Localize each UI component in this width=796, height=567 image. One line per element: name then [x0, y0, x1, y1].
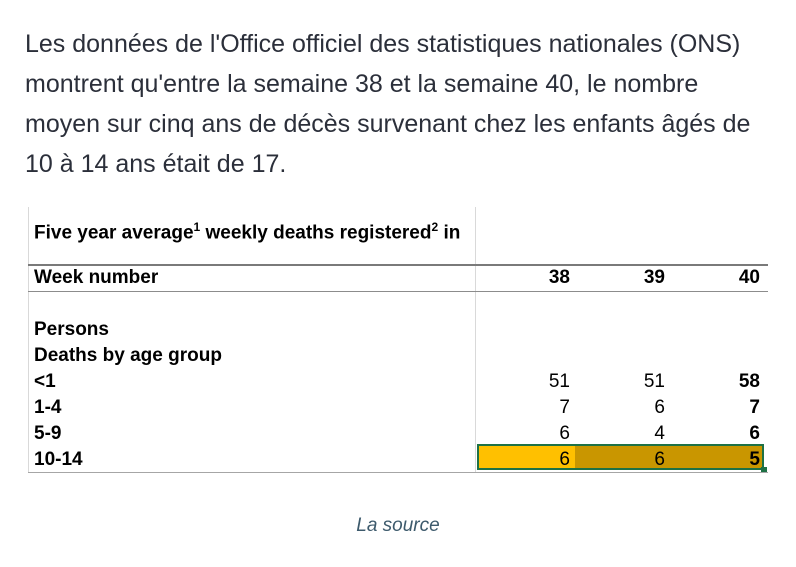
cell-under-1-w40: 58	[738, 371, 760, 392]
highlight-fill-w38	[479, 446, 575, 470]
cell-1-4-w40: 7	[749, 397, 760, 418]
week-40-header: 40	[738, 267, 760, 288]
spreadsheet-screenshot: Five year average1 weekly deaths registe…	[28, 207, 768, 473]
cell-selection-box[interactable]	[477, 444, 764, 470]
header-top-rule	[28, 264, 768, 266]
cell-10-14-w39: 6	[654, 449, 665, 470]
table-bottom-rule	[28, 472, 768, 473]
cell-5-9-w40: 6	[749, 423, 760, 444]
row-label-1-4: 1-4	[34, 397, 62, 418]
age-group-label: Deaths by age group	[34, 345, 222, 366]
row-label-under-1: <1	[34, 371, 56, 392]
row-label-10-14: 10-14	[34, 449, 83, 470]
cell-under-1-w38: 51	[548, 371, 570, 392]
left-border	[28, 207, 29, 473]
cell-1-4-w39: 6	[654, 397, 665, 418]
week-39-header: 39	[643, 267, 665, 288]
cell-5-9-w39: 4	[654, 423, 665, 444]
week-number-label: Week number	[34, 267, 159, 288]
cell-1-4-w38: 7	[559, 397, 570, 418]
article-paragraph: Les données de l'Office officiel des sta…	[25, 30, 751, 178]
source-caption[interactable]: La source	[356, 515, 440, 536]
table-title: Five year average1 weekly deaths registe…	[34, 220, 461, 244]
persons-label: Persons	[34, 319, 109, 340]
fill-handle[interactable]	[761, 467, 767, 473]
cell-10-14-w40: 5	[749, 449, 760, 470]
row-label-5-9: 5-9	[34, 423, 62, 444]
highlight-fill-w39-w40	[575, 446, 764, 470]
header-bottom-rule	[28, 291, 768, 292]
cell-10-14-w38: 6	[559, 449, 570, 470]
column-divider	[475, 207, 476, 473]
week-38-header: 38	[548, 267, 570, 288]
cell-5-9-w38: 6	[559, 423, 570, 444]
cell-under-1-w39: 51	[643, 371, 665, 392]
